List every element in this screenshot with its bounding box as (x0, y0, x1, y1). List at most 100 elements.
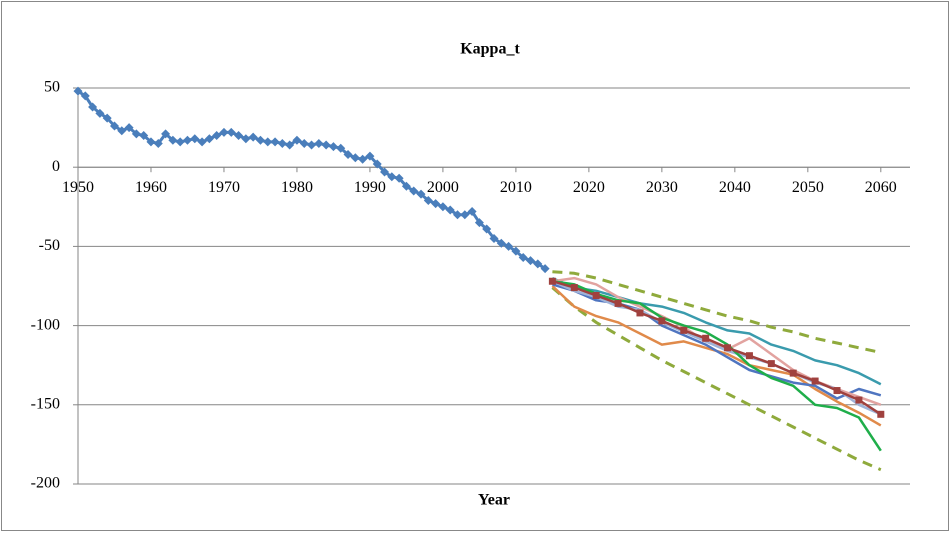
y-tick-label: -200 (31, 475, 60, 492)
data-point (548, 277, 556, 285)
data-point (387, 172, 397, 182)
data-point (292, 135, 302, 145)
data-point (88, 102, 98, 112)
data-point (343, 150, 353, 160)
data-point (153, 138, 163, 148)
data-point (724, 344, 732, 352)
data-point (285, 140, 295, 150)
data-point (489, 233, 499, 243)
data-point (80, 91, 90, 101)
data-point (431, 199, 441, 209)
x-tick-label: 2020 (573, 179, 605, 196)
y-tick-label: 50 (44, 79, 60, 96)
chart-title: Kappa_t (460, 41, 520, 58)
data-point (350, 153, 360, 163)
data-point (511, 246, 521, 256)
data-point (745, 352, 753, 360)
data-point (212, 131, 222, 141)
x-tick-label: 2040 (719, 179, 751, 196)
data-point (277, 138, 287, 148)
x-tick-label: 2060 (865, 179, 897, 196)
data-point (270, 137, 280, 147)
data-point (146, 137, 156, 147)
y-tick-label: -100 (31, 316, 60, 333)
data-point (175, 137, 185, 147)
data-point (219, 127, 229, 137)
data-point (102, 113, 112, 123)
data-point (161, 129, 171, 139)
data-point (833, 387, 841, 395)
data-point (328, 142, 338, 152)
data-point (767, 360, 775, 368)
data-point (789, 369, 797, 377)
data-point (533, 259, 543, 269)
data-point (358, 154, 368, 164)
data-point (460, 210, 470, 220)
x-axis-label: Year (478, 492, 510, 509)
data-point (226, 127, 236, 137)
data-point (401, 181, 411, 191)
data-point (496, 238, 506, 248)
x-tick-label: 2010 (500, 179, 532, 196)
x-tick-label: 1960 (135, 179, 167, 196)
data-line (552, 280, 882, 416)
data-point (234, 131, 244, 141)
data-point (409, 186, 419, 196)
data-point (314, 138, 324, 148)
data-point (117, 126, 127, 136)
data-point (453, 210, 463, 220)
x-tick-label: 1950 (62, 179, 94, 196)
data-point (658, 317, 666, 325)
data-point (124, 123, 134, 133)
data-point (482, 224, 492, 234)
x-tick-label: 1990 (354, 179, 386, 196)
data-point (168, 135, 178, 145)
data-point (365, 151, 375, 161)
data-point (263, 137, 273, 147)
data-point (372, 159, 382, 169)
data-point (336, 143, 346, 153)
data-point (197, 137, 207, 147)
data-point (416, 189, 426, 199)
data-point (518, 252, 528, 262)
x-tick-label: 2000 (427, 179, 459, 196)
data-point (423, 195, 433, 205)
data-point (95, 108, 105, 118)
data-point (204, 134, 214, 144)
y-tick-label: -150 (31, 395, 60, 412)
data-point (307, 140, 317, 150)
data-line (551, 276, 882, 386)
x-tick-label: 1980 (281, 179, 313, 196)
data-line (552, 270, 882, 354)
y-tick-label: -50 (39, 237, 60, 254)
data-point (702, 334, 710, 342)
data-point (474, 218, 484, 228)
y-tick-label: 0 (52, 158, 60, 175)
data-point (680, 326, 688, 334)
data-point (445, 205, 455, 215)
data-point (592, 292, 600, 300)
data-point (394, 173, 404, 183)
data-point (248, 132, 258, 142)
data-point (811, 377, 819, 385)
data-point (467, 207, 477, 217)
data-point (380, 167, 390, 177)
data-point (504, 241, 514, 251)
data-point (131, 129, 141, 139)
x-tick-label: 2030 (646, 179, 678, 196)
data-line (552, 279, 882, 452)
data-point (109, 121, 119, 131)
data-point (182, 135, 192, 145)
data-point (73, 86, 83, 96)
data-point (299, 138, 309, 148)
data-point (525, 256, 535, 266)
data-line (551, 286, 882, 472)
data-point (241, 134, 251, 144)
x-tick-label: 2050 (792, 179, 824, 196)
data-point (636, 309, 644, 317)
data-point (438, 202, 448, 212)
data-point (570, 284, 578, 292)
